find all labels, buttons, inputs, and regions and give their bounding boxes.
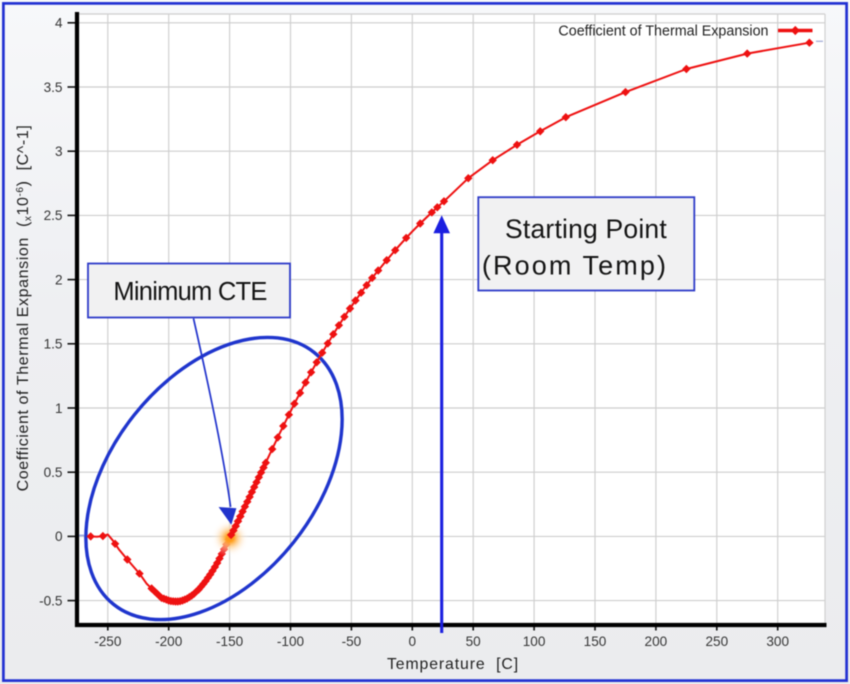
- svg-text:1: 1: [55, 401, 63, 416]
- svg-text:-150: -150: [216, 634, 244, 649]
- svg-text:4: 4: [55, 16, 63, 31]
- svg-text:3.5: 3.5: [44, 80, 63, 95]
- svg-text:-0.5: -0.5: [39, 593, 62, 608]
- svg-text:1.5: 1.5: [44, 337, 63, 352]
- svg-text:0: 0: [409, 634, 417, 649]
- svg-text:-200: -200: [155, 634, 183, 649]
- svg-text:Starting Point: Starting Point: [505, 214, 667, 244]
- svg-text:2.5: 2.5: [44, 208, 63, 223]
- svg-text:300: 300: [766, 634, 789, 649]
- svg-text:100: 100: [523, 634, 546, 649]
- svg-text:-100: -100: [277, 634, 305, 649]
- svg-text:150: 150: [584, 634, 607, 649]
- svg-text:Coefficient of Thermal Expansi: Coefficient of Thermal Expansion (x10-6)…: [15, 125, 34, 492]
- svg-text:Minimum CTE: Minimum CTE: [113, 278, 266, 306]
- svg-text:50: 50: [466, 634, 482, 649]
- svg-text:3: 3: [55, 144, 63, 159]
- svg-text:200: 200: [645, 634, 668, 649]
- svg-text:250: 250: [705, 634, 728, 649]
- svg-text:Coefficient of Thermal Expansi: Coefficient of Thermal Expansion: [558, 24, 768, 40]
- svg-text:2: 2: [55, 272, 63, 287]
- svg-text:0: 0: [55, 529, 63, 544]
- svg-text:-50: -50: [342, 634, 362, 649]
- svg-text:-250: -250: [94, 634, 122, 649]
- svg-text:0.5: 0.5: [44, 465, 63, 480]
- svg-text:Temperature [C]: Temperature [C]: [387, 656, 519, 673]
- svg-text:(Room Temp): (Room Temp): [482, 251, 668, 281]
